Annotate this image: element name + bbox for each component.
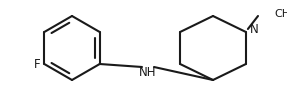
Text: N: N [250,22,259,36]
Text: F: F [34,57,40,70]
Text: CH₃: CH₃ [274,9,287,19]
Text: NH: NH [139,66,157,78]
